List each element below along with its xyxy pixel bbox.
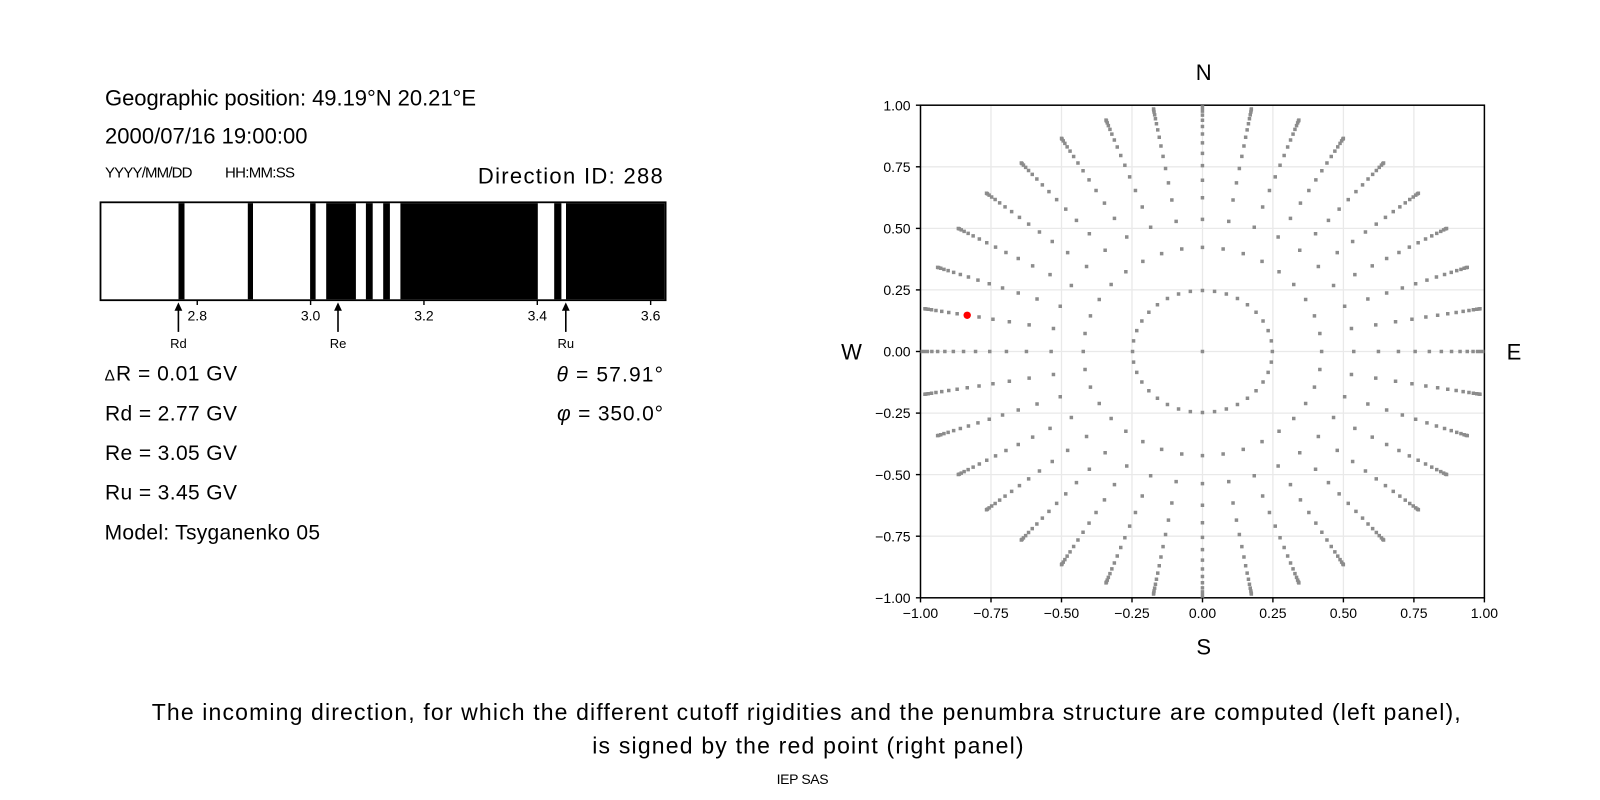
svg-text:HH:MM:SS: HH:MM:SS <box>225 164 295 181</box>
svg-text:IEP SAS: IEP SAS <box>777 771 829 787</box>
svg-text:W: W <box>841 340 862 365</box>
svg-text:N: N <box>1196 60 1212 85</box>
svg-text:−0.25: −0.25 <box>1114 605 1150 621</box>
svg-text:φ = 350.0°: φ = 350.0° <box>557 403 663 426</box>
svg-text:Ru = 3.45 GV: Ru = 3.45 GV <box>105 482 237 505</box>
svg-text:Ru: Ru <box>557 336 574 351</box>
svg-text:−0.50: −0.50 <box>875 467 911 483</box>
svg-text:−0.25: −0.25 <box>875 405 911 421</box>
svg-text:0.00: 0.00 <box>883 344 910 360</box>
svg-text:S: S <box>1196 635 1211 660</box>
svg-text:Model: Tsyganenko 05: Model: Tsyganenko 05 <box>105 521 320 544</box>
svg-text:E: E <box>1507 340 1522 365</box>
svg-text:1.00: 1.00 <box>883 97 910 113</box>
svg-text:−1.00: −1.00 <box>875 590 911 606</box>
svg-text:0.25: 0.25 <box>1259 605 1286 621</box>
svg-text:−0.50: −0.50 <box>1044 605 1080 621</box>
svg-text:2.8: 2.8 <box>188 307 208 323</box>
svg-text:0.50: 0.50 <box>883 221 910 237</box>
svg-text:∆R = 0.01 GV: ∆R = 0.01 GV <box>105 363 238 386</box>
svg-text:Re = 3.05 GV: Re = 3.05 GV <box>105 442 237 465</box>
svg-text:3.0: 3.0 <box>301 307 321 323</box>
svg-text:−0.75: −0.75 <box>973 605 1009 621</box>
svg-text:0.75: 0.75 <box>883 159 910 175</box>
svg-text:−0.75: −0.75 <box>875 528 911 544</box>
svg-text:Direction ID: 288: Direction ID: 288 <box>478 163 663 188</box>
svg-text:0.25: 0.25 <box>883 282 910 298</box>
svg-text:2000/07/16 19:00:00: 2000/07/16 19:00:00 <box>105 124 308 149</box>
svg-text:0.50: 0.50 <box>1330 605 1357 621</box>
svg-text:0.00: 0.00 <box>1189 605 1216 621</box>
svg-text:3.2: 3.2 <box>414 307 434 323</box>
svg-text:is signed by the red point (ri: is signed by the red point (right panel) <box>592 732 1023 758</box>
svg-text:3.4: 3.4 <box>528 307 548 323</box>
svg-text:θ = 57.91°: θ = 57.91° <box>557 363 664 386</box>
svg-text:1.00: 1.00 <box>1471 605 1498 621</box>
svg-text:0.75: 0.75 <box>1400 605 1427 621</box>
svg-text:The incoming direction, for wh: The incoming direction, for which the di… <box>152 699 1461 725</box>
svg-text:Geographic position: 49.19°N 2: Geographic position: 49.19°N 20.21°E <box>105 85 476 110</box>
svg-text:Rd = 2.77 GV: Rd = 2.77 GV <box>105 402 237 425</box>
svg-text:YYYY/MM/DD: YYYY/MM/DD <box>105 164 193 181</box>
svg-text:Rd: Rd <box>170 336 187 351</box>
svg-text:−1.00: −1.00 <box>903 605 939 621</box>
svg-text:Re: Re <box>330 336 347 351</box>
svg-text:3.6: 3.6 <box>641 307 661 323</box>
